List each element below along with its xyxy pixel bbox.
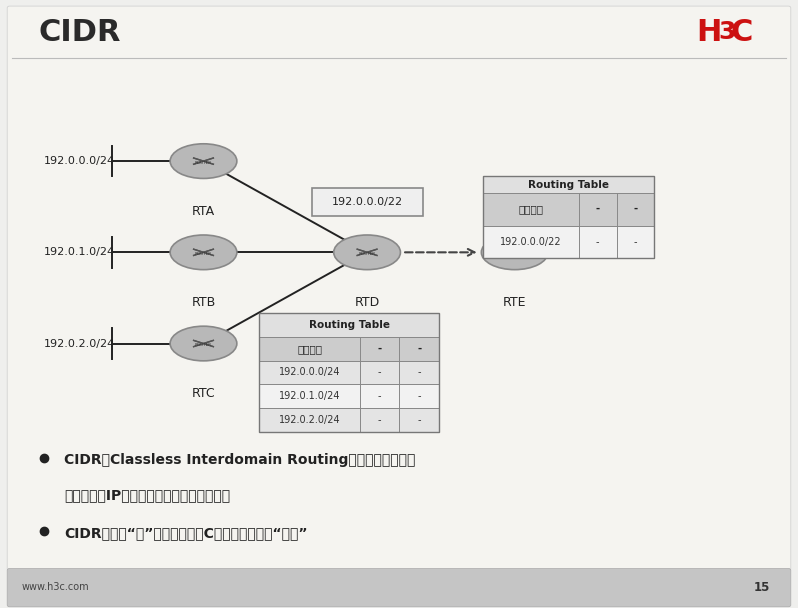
Text: -: - [377,344,381,354]
Text: -: - [596,237,599,247]
Text: -: - [634,237,638,247]
Text: H: H [696,18,721,47]
FancyBboxPatch shape [7,6,791,570]
Text: 192.0.1.0/24: 192.0.1.0/24 [279,391,341,401]
FancyBboxPatch shape [259,337,439,361]
Ellipse shape [334,235,401,270]
Text: -: - [417,367,421,378]
Text: 目标网络: 目标网络 [297,344,322,354]
FancyBboxPatch shape [483,193,654,226]
Bar [483,176,654,258]
FancyBboxPatch shape [7,568,791,607]
Bar [259,313,439,432]
Text: 192.0.0.0/22: 192.0.0.0/22 [500,237,562,247]
Text: -: - [378,367,381,378]
Text: 目标网络: 目标网络 [519,204,543,214]
Text: ROUTER: ROUTER [195,252,212,256]
Text: -: - [634,204,638,214]
Text: -: - [378,391,381,401]
Text: 192.0.1.0/24: 192.0.1.0/24 [44,247,115,257]
Text: 192.0.0.0/22: 192.0.0.0/22 [331,197,403,207]
Ellipse shape [170,326,237,361]
Text: 192.0.2.0/24: 192.0.2.0/24 [279,415,341,425]
Text: -: - [417,391,421,401]
Ellipse shape [170,235,237,270]
Text: ROUTER: ROUTER [358,252,376,256]
Text: Routing Table: Routing Table [309,320,389,330]
Text: ROUTER: ROUTER [195,161,212,165]
Text: -: - [417,344,421,354]
Text: RTA: RTA [192,205,215,218]
FancyBboxPatch shape [259,384,439,408]
Text: Routing Table: Routing Table [528,179,609,190]
Text: 192.0.0.0/24: 192.0.0.0/24 [44,156,115,166]
Text: C: C [731,18,753,47]
Ellipse shape [170,144,237,179]
Text: CIDR: CIDR [38,18,120,47]
Text: -: - [595,204,600,214]
Text: 是合理利用IP地址和减小路由表大小的方法: 是合理利用IP地址和减小路由表大小的方法 [64,488,230,502]
Text: ROUTER: ROUTER [506,252,523,256]
Text: RTB: RTB [192,296,215,309]
Text: CIDR（Classless Interdomain Routing，无类域间路由）: CIDR（Classless Interdomain Routing，无类域间路… [64,453,415,467]
Text: ROUTER: ROUTER [195,343,212,347]
Text: CIDR取消了“类”的概念，可将C类地址块聚合成“超网”: CIDR取消了“类”的概念，可将C类地址块聚合成“超网” [64,526,307,540]
FancyBboxPatch shape [259,313,439,337]
Text: 15: 15 [754,581,770,594]
Text: 192.0.2.0/24: 192.0.2.0/24 [44,339,115,348]
Text: RTC: RTC [192,387,215,400]
Text: -: - [417,415,421,425]
FancyBboxPatch shape [259,408,439,432]
Text: 192.0.0.0/24: 192.0.0.0/24 [279,367,341,378]
FancyBboxPatch shape [311,188,423,216]
Text: 3: 3 [718,20,736,44]
FancyBboxPatch shape [483,176,654,193]
FancyBboxPatch shape [483,226,654,258]
Ellipse shape [481,235,548,270]
FancyBboxPatch shape [259,361,439,384]
Text: www.h3c.com: www.h3c.com [22,582,89,592]
Text: -: - [378,415,381,425]
Text: RTE: RTE [503,296,527,309]
Text: RTD: RTD [354,296,380,309]
